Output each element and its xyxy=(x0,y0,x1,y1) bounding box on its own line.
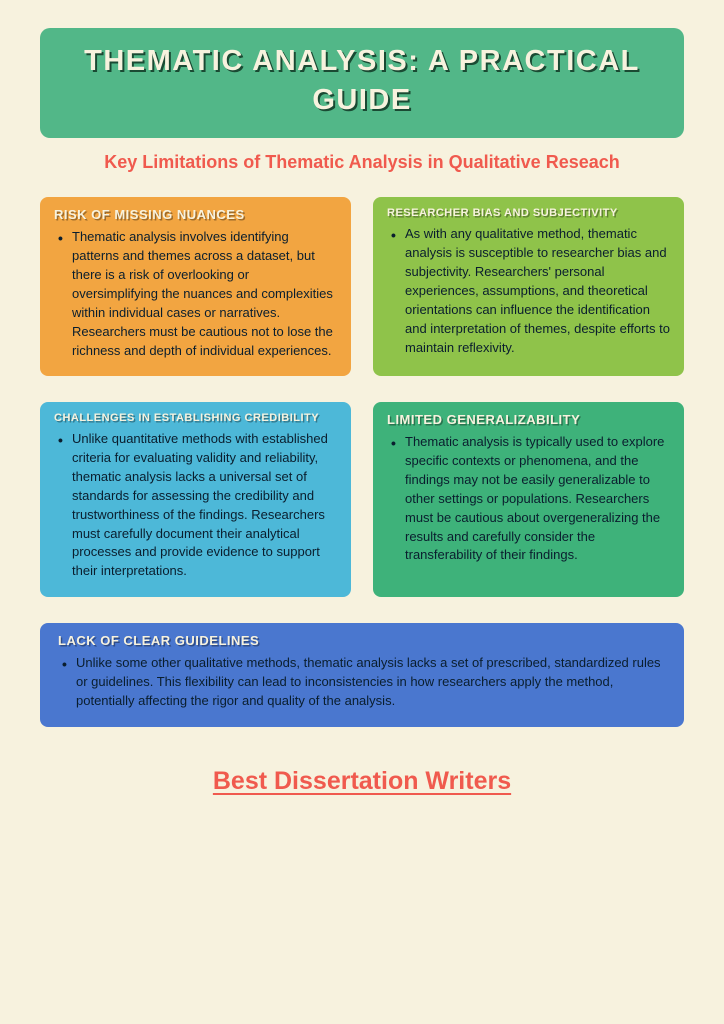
card-text: Unlike some other qualitative methods, t… xyxy=(62,654,666,711)
card-credibility: CHALLENGES IN ESTABLISHING CREDIBILITY U… xyxy=(40,402,351,597)
footer: Best Dissertation Writers xyxy=(40,767,684,796)
footer-link[interactable]: Best Dissertation Writers xyxy=(213,767,511,795)
card-title: LIMITED GENERALIZABILITY xyxy=(387,412,670,427)
card-risk-nuances: RISK OF MISSING NUANCES Thematic analysi… xyxy=(40,197,351,376)
card-generalizability: LIMITED GENERALIZABILITY Thematic analys… xyxy=(373,402,684,597)
page-title: THEMATIC ANALYSIS: A PRACTICAL GUIDE xyxy=(60,42,664,120)
card-title: CHALLENGES IN ESTABLISHING CREDIBILITY xyxy=(54,412,337,424)
card-text: Thematic analysis is typically used to e… xyxy=(391,433,670,565)
card-guidelines: LACK OF CLEAR GUIDELINES Unlike some oth… xyxy=(40,623,684,727)
card-grid: RISK OF MISSING NUANCES Thematic analysi… xyxy=(40,197,684,597)
card-title: RESEARCHER BIAS AND SUBJECTIVITY xyxy=(387,207,670,219)
title-banner: THEMATIC ANALYSIS: A PRACTICAL GUIDE xyxy=(40,28,684,138)
card-text: Thematic analysis involves identifying p… xyxy=(58,228,337,360)
card-title: LACK OF CLEAR GUIDELINES xyxy=(58,633,666,648)
subtitle: Key Limitations of Thematic Analysis in … xyxy=(40,150,684,175)
card-text: Unlike quantitative methods with establi… xyxy=(58,430,337,581)
card-researcher-bias: RESEARCHER BIAS AND SUBJECTIVITY As with… xyxy=(373,197,684,376)
card-title: RISK OF MISSING NUANCES xyxy=(54,207,337,222)
card-text: As with any qualitative method, thematic… xyxy=(391,225,670,357)
